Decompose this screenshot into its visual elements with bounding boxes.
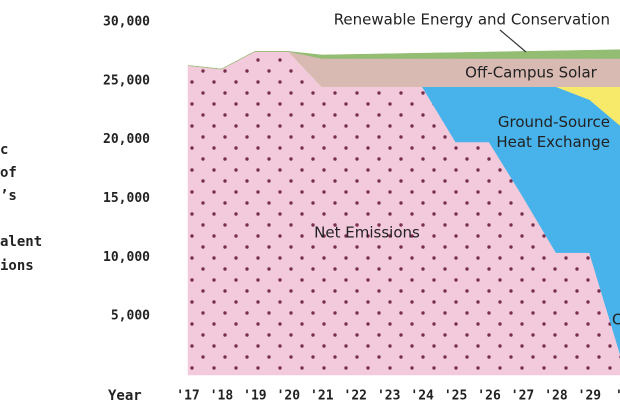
x-tick-label: '17 <box>176 389 199 404</box>
areas <box>187 49 620 376</box>
area <box>187 49 620 70</box>
series-label: Renewable Energy and Conservation <box>334 11 610 29</box>
x-axis-label: Year <box>108 388 142 404</box>
x-tick-label: '22 <box>344 389 367 404</box>
y-axis-label: ’s <box>0 188 17 204</box>
y-tick-label: 30,000 <box>103 15 150 30</box>
y-tick-label: 5,000 <box>111 309 150 324</box>
series-label: O <box>612 311 620 329</box>
y-tick-label: 10,000 <box>103 250 150 265</box>
x-tick-label: '23 <box>377 389 400 404</box>
y-axis-label: of <box>0 165 17 181</box>
area-pattern <box>188 51 620 375</box>
x-tick-label: '18 <box>210 389 234 404</box>
series-label: Ground-Source Heat Exchange <box>496 113 610 151</box>
y-axis-label: c <box>0 142 8 158</box>
y-tick-label: 15,000 <box>103 191 150 206</box>
x-tick-label: '21 <box>310 389 334 404</box>
x-tick-label: '19 <box>243 389 266 404</box>
x-tick-label: '25 <box>444 389 467 404</box>
series-label: Off-Campus Solar <box>465 64 598 82</box>
x-tick-label: '29 <box>578 389 601 404</box>
x-tick-label: '3 <box>615 389 620 404</box>
x-tick-label: '28 <box>544 389 568 404</box>
y-tick-label: 20,000 <box>103 132 150 147</box>
y-tick-label: 25,000 <box>103 73 150 88</box>
x-tick-label: '27 <box>511 389 534 404</box>
y-axis-label: alent <box>0 234 42 250</box>
x-tick-label: '26 <box>477 389 501 404</box>
y-axis-label: ions <box>0 258 34 274</box>
series-label: Net Emissions <box>314 224 420 242</box>
x-tick-label: '20 <box>277 389 301 404</box>
x-tick-label: '24 <box>410 389 434 404</box>
leader-line <box>499 29 527 53</box>
